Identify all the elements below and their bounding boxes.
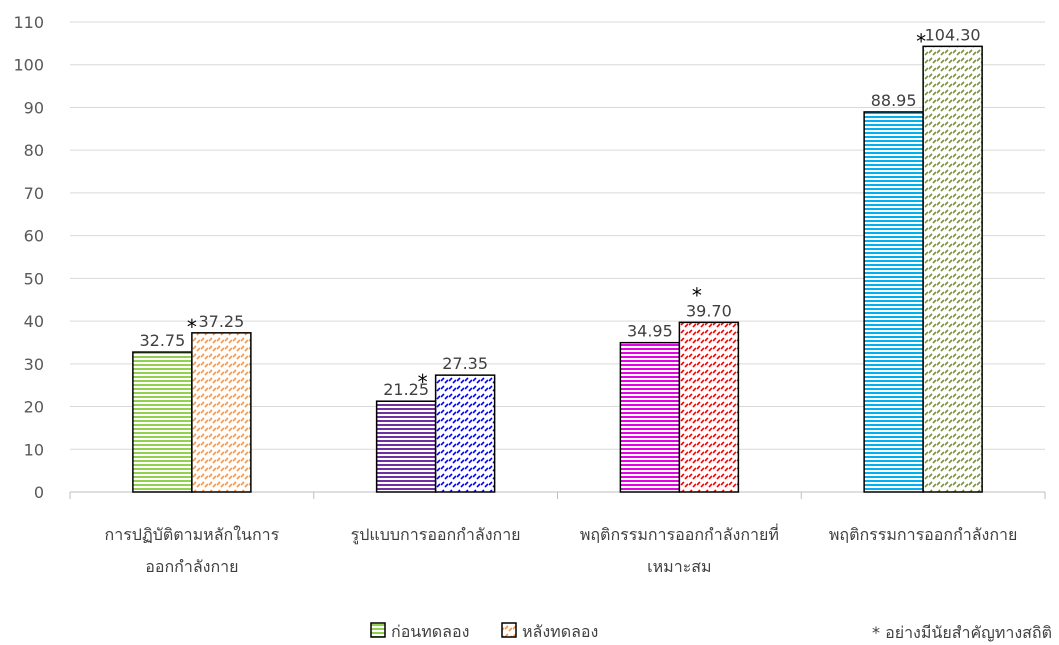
category-label: พฤติกรรมการออกกำลังกายที่ [580,523,779,544]
significance-star: * [187,315,197,339]
category-label: เหมาะสม [647,557,711,576]
category-label: รูปแบบการออกกำลังกาย [351,525,521,545]
data-label: 88.95 [871,91,917,110]
data-label: 27.35 [442,354,488,373]
bar-after-4 [922,45,983,493]
y-tick-label: 100 [13,56,44,75]
category-label: ออกกำลังกาย [145,557,238,576]
bar-after-3 [678,321,740,493]
y-tick-label: 50 [24,269,44,288]
legend-swatch [501,622,517,638]
legend-label: ก่อนทดลอง [391,622,469,641]
y-tick-label: 30 [24,355,44,374]
y-tick-label: 40 [24,312,44,331]
category-label: การปฏิบัติตามหลักในการ [105,525,280,544]
y-tick-label: 60 [24,227,44,246]
significance-star: * [418,370,428,394]
y-tick-label: 80 [24,141,44,160]
significance-star: * [692,283,702,307]
bar-after-2 [434,374,496,493]
significance-star: * [916,29,926,53]
y-tick-label: 10 [24,440,44,459]
legend: ก่อนทดลอง หลังทดลอง [370,622,598,641]
y-tick-label: 110 [13,13,44,32]
data-labels: 32.75 37.25 21.25 27.35 34.95 39.70 88.95 104.3… [139,25,980,399]
data-label: 39.70 [686,301,732,320]
significance-footnote: * อย่างมีนัยสำคัญทางสถิติ [872,623,1052,642]
x-axis-category-ticks [69,492,1046,499]
legend-swatch [370,622,386,638]
bar-before-2 [375,400,437,493]
y-axis-ticks: 0 10 20 30 40 50 60 70 80 90 100 110 [13,13,44,502]
data-label: 34.95 [627,322,673,341]
bar-after-1 [191,332,252,493]
data-label: 37.25 [198,312,244,331]
bar-before-4 [863,111,924,493]
significance-markers: * * * * [187,29,926,394]
data-label: 104.30 [925,25,981,44]
data-label: 21.25 [383,380,429,399]
data-label: 32.75 [139,331,185,350]
bar-before-3 [619,341,681,493]
y-tick-label: 70 [24,184,44,203]
y-tick-label: 0 [34,483,44,502]
legend-label: หลังทดลอง [522,622,598,641]
y-tick-label: 20 [24,398,44,417]
category-label: พฤติกรรมการออกกำลังกาย [829,525,1018,544]
bars [132,45,983,493]
bar-before-1 [132,351,193,493]
y-tick-label: 90 [24,98,44,117]
